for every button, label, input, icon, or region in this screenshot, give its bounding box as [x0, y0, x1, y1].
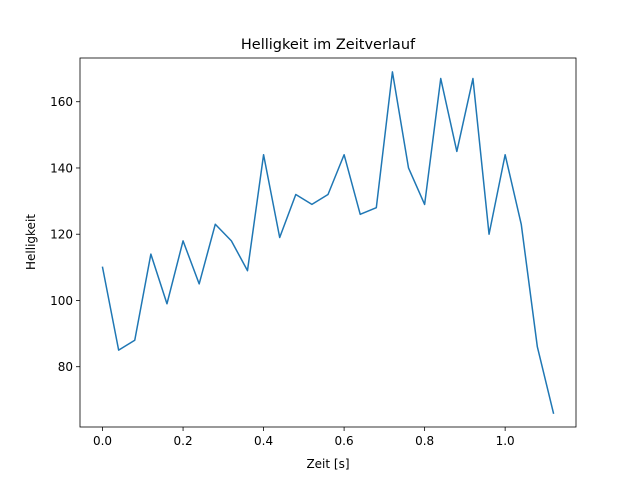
y-tick-label: 140: [50, 161, 73, 175]
x-tick-label: 0.8: [415, 434, 434, 448]
y-tick-label: 80: [58, 360, 73, 374]
y-tick-label: 160: [50, 95, 73, 109]
x-tick-label: 0.2: [174, 434, 193, 448]
y-tick-label: 120: [50, 228, 73, 242]
chart-title: Helligkeit im Zeitverlauf: [241, 37, 416, 53]
data-line: [101, 71, 555, 414]
y-axis-label: Helligkeit: [24, 214, 38, 270]
x-tick-label: 0.4: [254, 434, 273, 448]
axes-frame: [79, 57, 577, 428]
y-tick-label: 100: [50, 294, 73, 308]
x-tick-label: 0.0: [93, 434, 112, 448]
x-axis-label: Zeit [s]: [306, 457, 349, 471]
x-tick-label: 1.0: [496, 434, 515, 448]
plot-area: 0.0 0.2 0.4 0.6 0.8 1.0 80 100 120 140 160: [50, 57, 577, 448]
x-tick-label: 0.6: [335, 434, 354, 448]
